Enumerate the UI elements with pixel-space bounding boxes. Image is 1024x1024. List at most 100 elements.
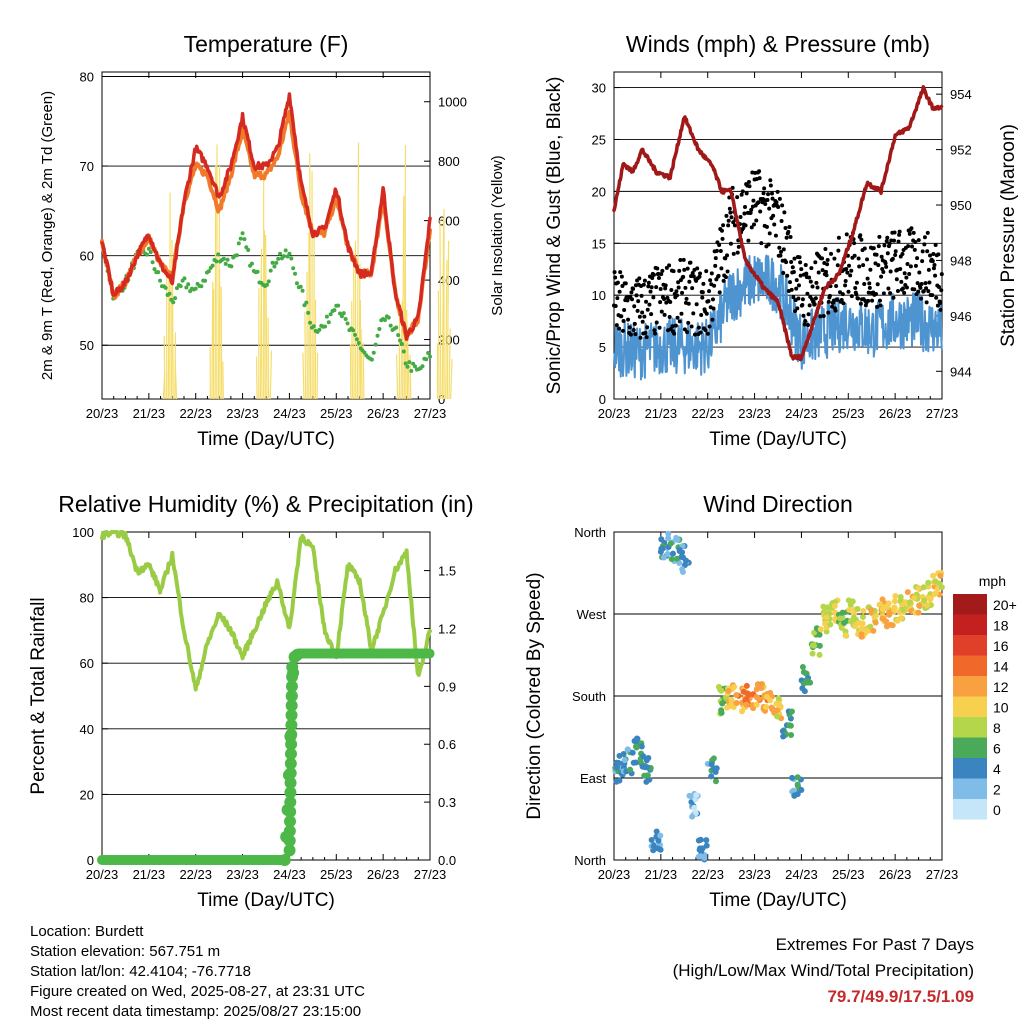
direction-point bbox=[816, 631, 823, 638]
direction-point bbox=[932, 578, 939, 585]
humidity-y2tick-label: 1.2 bbox=[438, 621, 456, 636]
direction-point bbox=[768, 704, 775, 711]
dewpoint-point bbox=[291, 266, 296, 271]
gust-point bbox=[787, 224, 792, 229]
dewpoint-point bbox=[281, 254, 286, 259]
direction-point bbox=[655, 837, 662, 844]
gust-point bbox=[804, 271, 809, 276]
winds-xtick-label: 23/23 bbox=[738, 406, 771, 421]
gust-point bbox=[779, 219, 784, 224]
direction-ytick-label: South bbox=[572, 689, 606, 704]
winds-ytick-label: 0 bbox=[599, 392, 606, 407]
solar-insolation-spike bbox=[260, 267, 263, 400]
gust-point bbox=[926, 289, 931, 294]
direction-point bbox=[698, 848, 705, 855]
gust-point bbox=[766, 242, 771, 247]
dewpoint-point bbox=[173, 296, 178, 301]
gust-point bbox=[913, 263, 918, 268]
gust-point bbox=[852, 241, 857, 246]
gust-point bbox=[876, 263, 881, 268]
gust-point bbox=[877, 234, 882, 239]
gust-point bbox=[829, 251, 834, 256]
gust-point bbox=[825, 262, 830, 267]
direction-point bbox=[703, 837, 710, 844]
gust-point bbox=[911, 230, 916, 235]
winds-ytick-label: 15 bbox=[592, 236, 606, 251]
gust-point bbox=[919, 281, 924, 286]
gust-point bbox=[902, 290, 907, 295]
dewpoint-point bbox=[308, 320, 313, 325]
gust-point bbox=[854, 280, 859, 285]
gust-point bbox=[613, 275, 618, 280]
gust-point bbox=[907, 271, 912, 276]
gust-point bbox=[615, 296, 620, 301]
gust-point bbox=[677, 268, 682, 273]
humidity-ytick-label: 20 bbox=[80, 787, 94, 802]
gust-point bbox=[738, 215, 743, 220]
dewpoint-point bbox=[240, 231, 245, 236]
gust-point bbox=[846, 289, 851, 294]
direction-point bbox=[920, 584, 927, 591]
temperature-ytick-label: 80 bbox=[80, 69, 94, 84]
direction-point bbox=[859, 620, 866, 627]
gust-point bbox=[803, 262, 808, 267]
solar-insolation-spike bbox=[304, 311, 307, 400]
humidity-xtick-label: 25/23 bbox=[320, 867, 353, 882]
humidity-ytick-label: 40 bbox=[80, 722, 94, 737]
dewpoint-point bbox=[223, 261, 228, 266]
gust-point bbox=[918, 285, 923, 290]
gust-point bbox=[858, 301, 863, 306]
direction-point bbox=[754, 681, 761, 688]
gust-point bbox=[847, 263, 852, 268]
rainfall-point bbox=[284, 747, 297, 760]
winds-ytick-label: 30 bbox=[592, 81, 606, 96]
gust-point bbox=[728, 241, 733, 246]
winds-ylabel-left: Sonic/Prop Wind & Gust (Blue, Black) bbox=[544, 77, 565, 395]
direction-point bbox=[763, 693, 770, 700]
gust-point bbox=[654, 320, 659, 325]
direction-ytick-label: North bbox=[574, 853, 606, 868]
dewpoint-point bbox=[203, 278, 208, 283]
gust-point bbox=[893, 252, 898, 257]
gust-point bbox=[615, 280, 620, 285]
gust-point bbox=[727, 206, 732, 211]
gust-point bbox=[777, 196, 782, 201]
gust-point bbox=[889, 238, 894, 243]
gust-point bbox=[654, 285, 659, 290]
gust-point bbox=[629, 297, 634, 302]
gust-point bbox=[862, 281, 867, 286]
gust-point bbox=[735, 250, 740, 255]
winds-xtick-label: 21/23 bbox=[645, 406, 678, 421]
gust-point bbox=[845, 270, 850, 275]
gust-point bbox=[852, 253, 857, 258]
gust-point bbox=[827, 293, 832, 298]
direction-point bbox=[733, 691, 740, 698]
gust-point bbox=[698, 271, 703, 276]
dewpoint-point bbox=[216, 252, 221, 257]
gust-point bbox=[897, 232, 902, 237]
solar-insolation-spike bbox=[171, 271, 174, 400]
direction-point bbox=[823, 614, 830, 621]
dewpoint-point bbox=[255, 269, 260, 274]
dewpoint-point bbox=[264, 282, 269, 287]
gust-point bbox=[844, 232, 849, 237]
winds-xtick-label: 24/23 bbox=[785, 406, 818, 421]
direction-point bbox=[718, 709, 725, 716]
gust-point bbox=[865, 257, 870, 262]
humidity-xtick-label: 20/23 bbox=[86, 867, 119, 882]
gust-point bbox=[815, 285, 820, 290]
direction-point bbox=[676, 546, 683, 553]
gust-point bbox=[684, 296, 689, 301]
gust-point bbox=[635, 308, 640, 313]
gust-point bbox=[905, 262, 910, 267]
gust-point bbox=[642, 314, 647, 319]
dewpoint-point bbox=[328, 312, 333, 317]
gust-point bbox=[809, 266, 814, 271]
direction-point bbox=[798, 787, 805, 794]
direction-point bbox=[762, 703, 769, 710]
dewpoint-point bbox=[238, 236, 243, 241]
solar-insolation-spike bbox=[401, 196, 405, 400]
direction-point bbox=[668, 556, 675, 563]
gust-point bbox=[835, 263, 840, 268]
